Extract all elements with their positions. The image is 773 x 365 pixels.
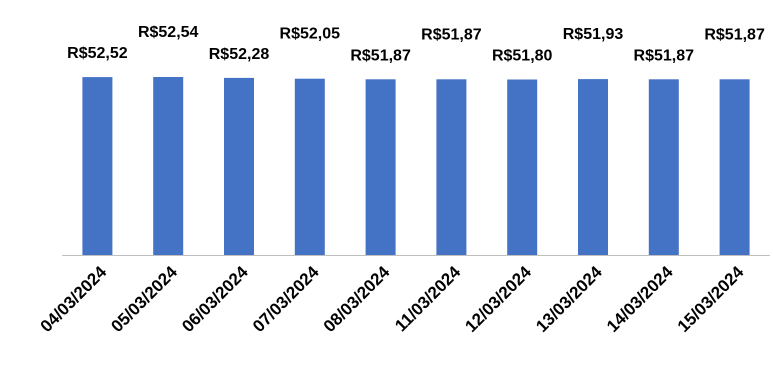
data-label-5: R$51,87	[350, 47, 411, 64]
bar-9	[648, 79, 679, 255]
bar-3	[224, 77, 254, 256]
bar-2	[153, 77, 184, 255]
x-tick-label-6: 11/03/2024	[391, 262, 464, 335]
x-tick-label-3: 06/03/2024	[178, 262, 252, 336]
data-label-7: R$51,80	[492, 48, 553, 65]
bar-6	[436, 79, 467, 255]
data-label-1: R$52,52	[67, 45, 128, 62]
bar-4	[294, 78, 325, 255]
data-labels-layer: R$52,52 R$52,54 R$52,28 R$52,05 R$51,87 R$51,…	[67, 24, 765, 65]
x-tick-label-8: 13/03/2024	[532, 262, 606, 336]
x-tick-label-2: 05/03/2024	[107, 262, 181, 336]
data-label-10: R$51,87	[704, 26, 765, 43]
x-tick-label-7: 12/03/2024	[461, 262, 535, 336]
bar-7	[507, 79, 538, 255]
data-label-8: R$51,93	[563, 26, 624, 43]
bar-5	[365, 79, 396, 255]
data-label-4: R$52,05	[280, 26, 341, 43]
data-label-2: R$52,54	[138, 24, 199, 41]
x-tick-labels-layer: 04/03/202405/03/202406/03/202407/03/2024…	[37, 262, 748, 336]
x-tick-label-1: 04/03/2024	[37, 262, 111, 336]
data-label-3: R$52,28	[209, 46, 270, 63]
x-tick-label-4: 07/03/2024	[249, 262, 323, 336]
data-label-9: R$51,87	[634, 47, 695, 64]
bar-10	[719, 79, 750, 255]
bar-8	[578, 79, 608, 255]
x-tick-label-9: 14/03/2024	[603, 262, 677, 336]
bar-1	[82, 77, 113, 255]
bars-layer	[82, 77, 750, 256]
x-tick-label-10: 15/03/2024	[674, 262, 748, 336]
data-label-6: R$51,87	[421, 26, 482, 43]
x-tick-label-5: 08/03/2024	[320, 262, 394, 336]
